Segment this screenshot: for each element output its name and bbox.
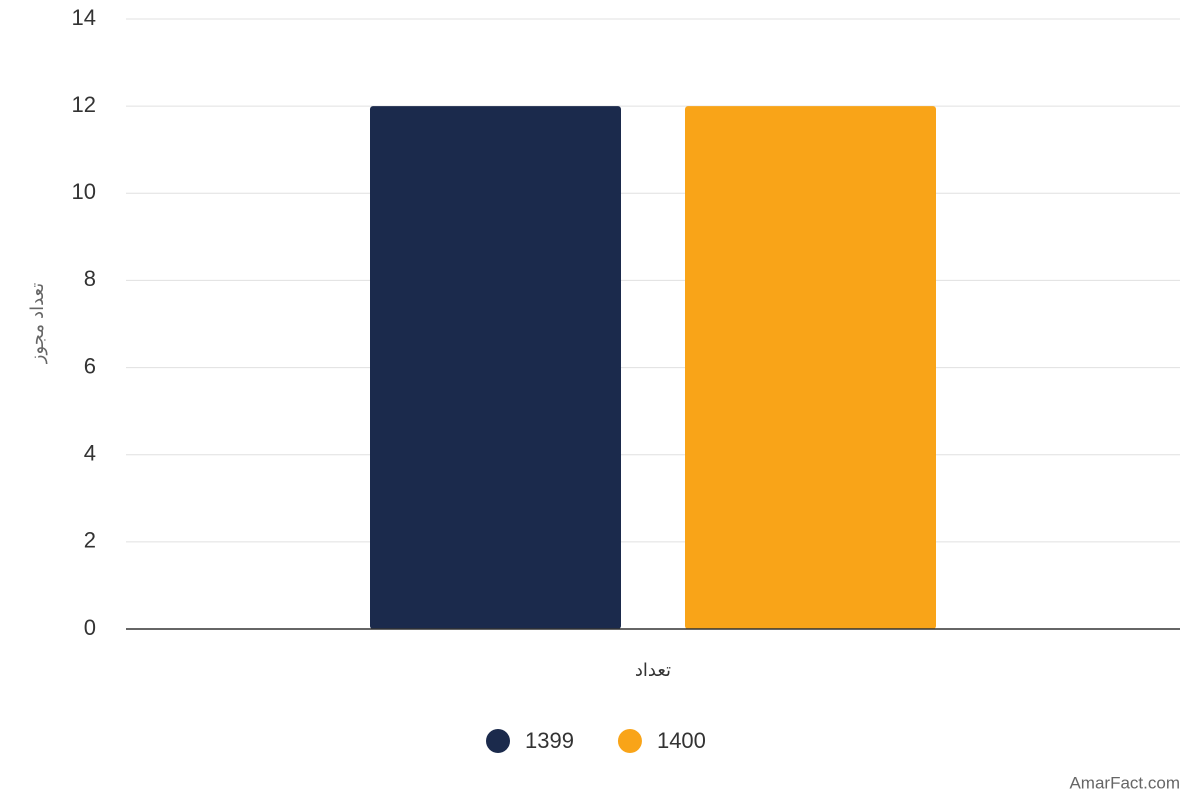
legend-label[interactable]: 1399 — [525, 728, 574, 753]
y-tick-label: 10 — [72, 179, 96, 204]
y-tick-label: 4 — [84, 441, 96, 466]
y-tick-label: 12 — [72, 92, 96, 117]
legend-label[interactable]: 1400 — [657, 728, 706, 753]
y-tick-label: 0 — [84, 615, 96, 640]
y-axis-title: تعداد مجوز — [27, 283, 48, 364]
credit: AmarFact.com — [1069, 773, 1180, 792]
y-tick-label: 14 — [72, 5, 96, 30]
y-tick-label: 8 — [84, 266, 96, 291]
legend-marker[interactable] — [486, 729, 510, 753]
x-tick-label: تعداد — [635, 660, 671, 680]
bar — [370, 106, 621, 629]
y-tick-label: 2 — [84, 528, 96, 553]
y-tick-label: 6 — [84, 353, 96, 378]
bar — [685, 106, 936, 629]
legend-marker[interactable] — [617, 729, 642, 753]
